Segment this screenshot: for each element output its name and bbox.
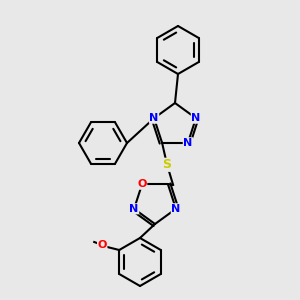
Text: N: N bbox=[130, 204, 139, 214]
Text: N: N bbox=[191, 113, 200, 123]
Text: N: N bbox=[183, 138, 193, 148]
Text: N: N bbox=[149, 113, 159, 123]
Text: S: S bbox=[163, 158, 172, 171]
Text: O: O bbox=[137, 179, 147, 189]
Text: O: O bbox=[98, 240, 107, 250]
Text: N: N bbox=[171, 204, 181, 214]
